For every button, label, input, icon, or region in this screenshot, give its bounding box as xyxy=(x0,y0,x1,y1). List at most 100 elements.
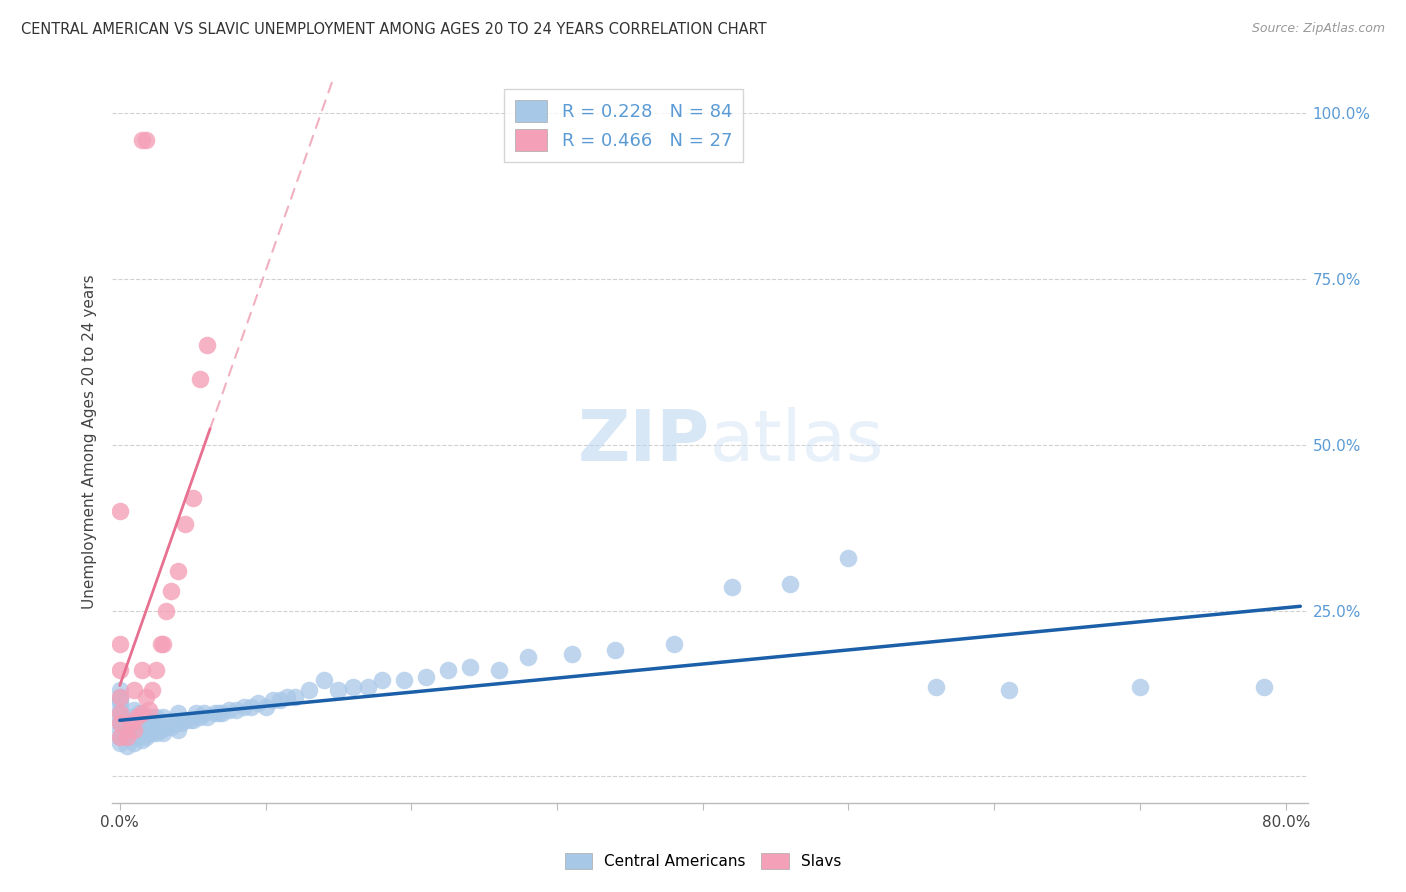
Point xyxy=(131,133,153,147)
Point xyxy=(141,726,163,740)
Point xyxy=(516,650,538,665)
Point xyxy=(108,716,131,731)
Point xyxy=(108,709,131,723)
Point xyxy=(149,723,172,737)
Point xyxy=(662,637,685,651)
Text: Source: ZipAtlas.com: Source: ZipAtlas.com xyxy=(1251,22,1385,36)
Point xyxy=(141,709,163,723)
Point xyxy=(184,706,207,721)
Point xyxy=(131,720,153,734)
Point xyxy=(108,683,131,698)
Point xyxy=(108,723,131,737)
Point xyxy=(131,706,153,721)
Point xyxy=(108,703,131,717)
Point xyxy=(561,647,583,661)
Point xyxy=(108,690,131,704)
Point xyxy=(254,699,277,714)
Point xyxy=(149,637,172,651)
Point xyxy=(167,723,190,737)
Point xyxy=(132,709,155,723)
Point xyxy=(127,730,149,744)
Point xyxy=(167,564,190,578)
Point xyxy=(124,723,146,737)
Point xyxy=(141,683,163,698)
Point xyxy=(108,693,131,707)
Point xyxy=(127,709,149,723)
Text: atlas: atlas xyxy=(710,407,884,476)
Point xyxy=(127,716,149,731)
Point xyxy=(120,709,142,723)
Point xyxy=(356,680,378,694)
Point xyxy=(108,690,131,704)
Legend: Central Americans, Slavs: Central Americans, Slavs xyxy=(558,847,848,875)
Point xyxy=(284,690,307,704)
Point xyxy=(138,713,160,727)
Point xyxy=(108,716,131,731)
Point xyxy=(195,338,218,352)
Point xyxy=(312,673,335,688)
Point xyxy=(108,736,131,750)
Point xyxy=(239,699,262,714)
Point xyxy=(145,709,167,723)
Point xyxy=(488,663,510,677)
Point xyxy=(269,693,291,707)
Point xyxy=(181,491,204,505)
Point xyxy=(232,699,254,714)
Point xyxy=(152,637,174,651)
Point xyxy=(170,716,193,731)
Point xyxy=(135,133,157,147)
Point xyxy=(108,706,131,721)
Point xyxy=(138,726,160,740)
Point xyxy=(371,673,394,688)
Point xyxy=(159,720,181,734)
Point xyxy=(152,709,174,723)
Point xyxy=(108,504,131,518)
Point xyxy=(115,723,138,737)
Point xyxy=(174,517,197,532)
Point xyxy=(181,713,204,727)
Point xyxy=(779,577,801,591)
Point xyxy=(328,683,350,698)
Point xyxy=(837,550,859,565)
Point xyxy=(120,720,142,734)
Point xyxy=(247,697,270,711)
Point xyxy=(128,706,150,721)
Point xyxy=(115,739,138,754)
Point xyxy=(155,720,177,734)
Point xyxy=(1253,680,1275,694)
Point xyxy=(167,706,190,721)
Point xyxy=(124,683,146,698)
Point xyxy=(135,730,157,744)
Y-axis label: Unemployment Among Ages 20 to 24 years: Unemployment Among Ages 20 to 24 years xyxy=(82,274,97,609)
Point xyxy=(298,683,321,698)
Point xyxy=(108,663,131,677)
Point xyxy=(605,643,627,657)
Point xyxy=(124,723,146,737)
Point xyxy=(415,670,437,684)
Point xyxy=(155,603,177,617)
Point xyxy=(124,713,146,727)
Point xyxy=(188,709,211,723)
Point xyxy=(124,703,146,717)
Point xyxy=(179,713,201,727)
Point xyxy=(436,663,458,677)
Point xyxy=(174,713,197,727)
Point xyxy=(225,703,247,717)
Point xyxy=(188,371,211,385)
Text: CENTRAL AMERICAN VS SLAVIC UNEMPLOYMENT AMONG AGES 20 TO 24 YEARS CORRELATION CH: CENTRAL AMERICAN VS SLAVIC UNEMPLOYMENT … xyxy=(21,22,766,37)
Point xyxy=(120,716,142,731)
Point xyxy=(118,730,141,744)
Point xyxy=(138,703,160,717)
Point xyxy=(195,709,218,723)
Point xyxy=(262,693,284,707)
Point xyxy=(211,706,233,721)
Point xyxy=(152,726,174,740)
Point xyxy=(108,730,131,744)
Point xyxy=(135,690,157,704)
Point xyxy=(1129,680,1152,694)
Point xyxy=(131,732,153,747)
Point xyxy=(124,736,146,750)
Point xyxy=(721,580,744,594)
Point xyxy=(145,663,167,677)
Point xyxy=(108,637,131,651)
